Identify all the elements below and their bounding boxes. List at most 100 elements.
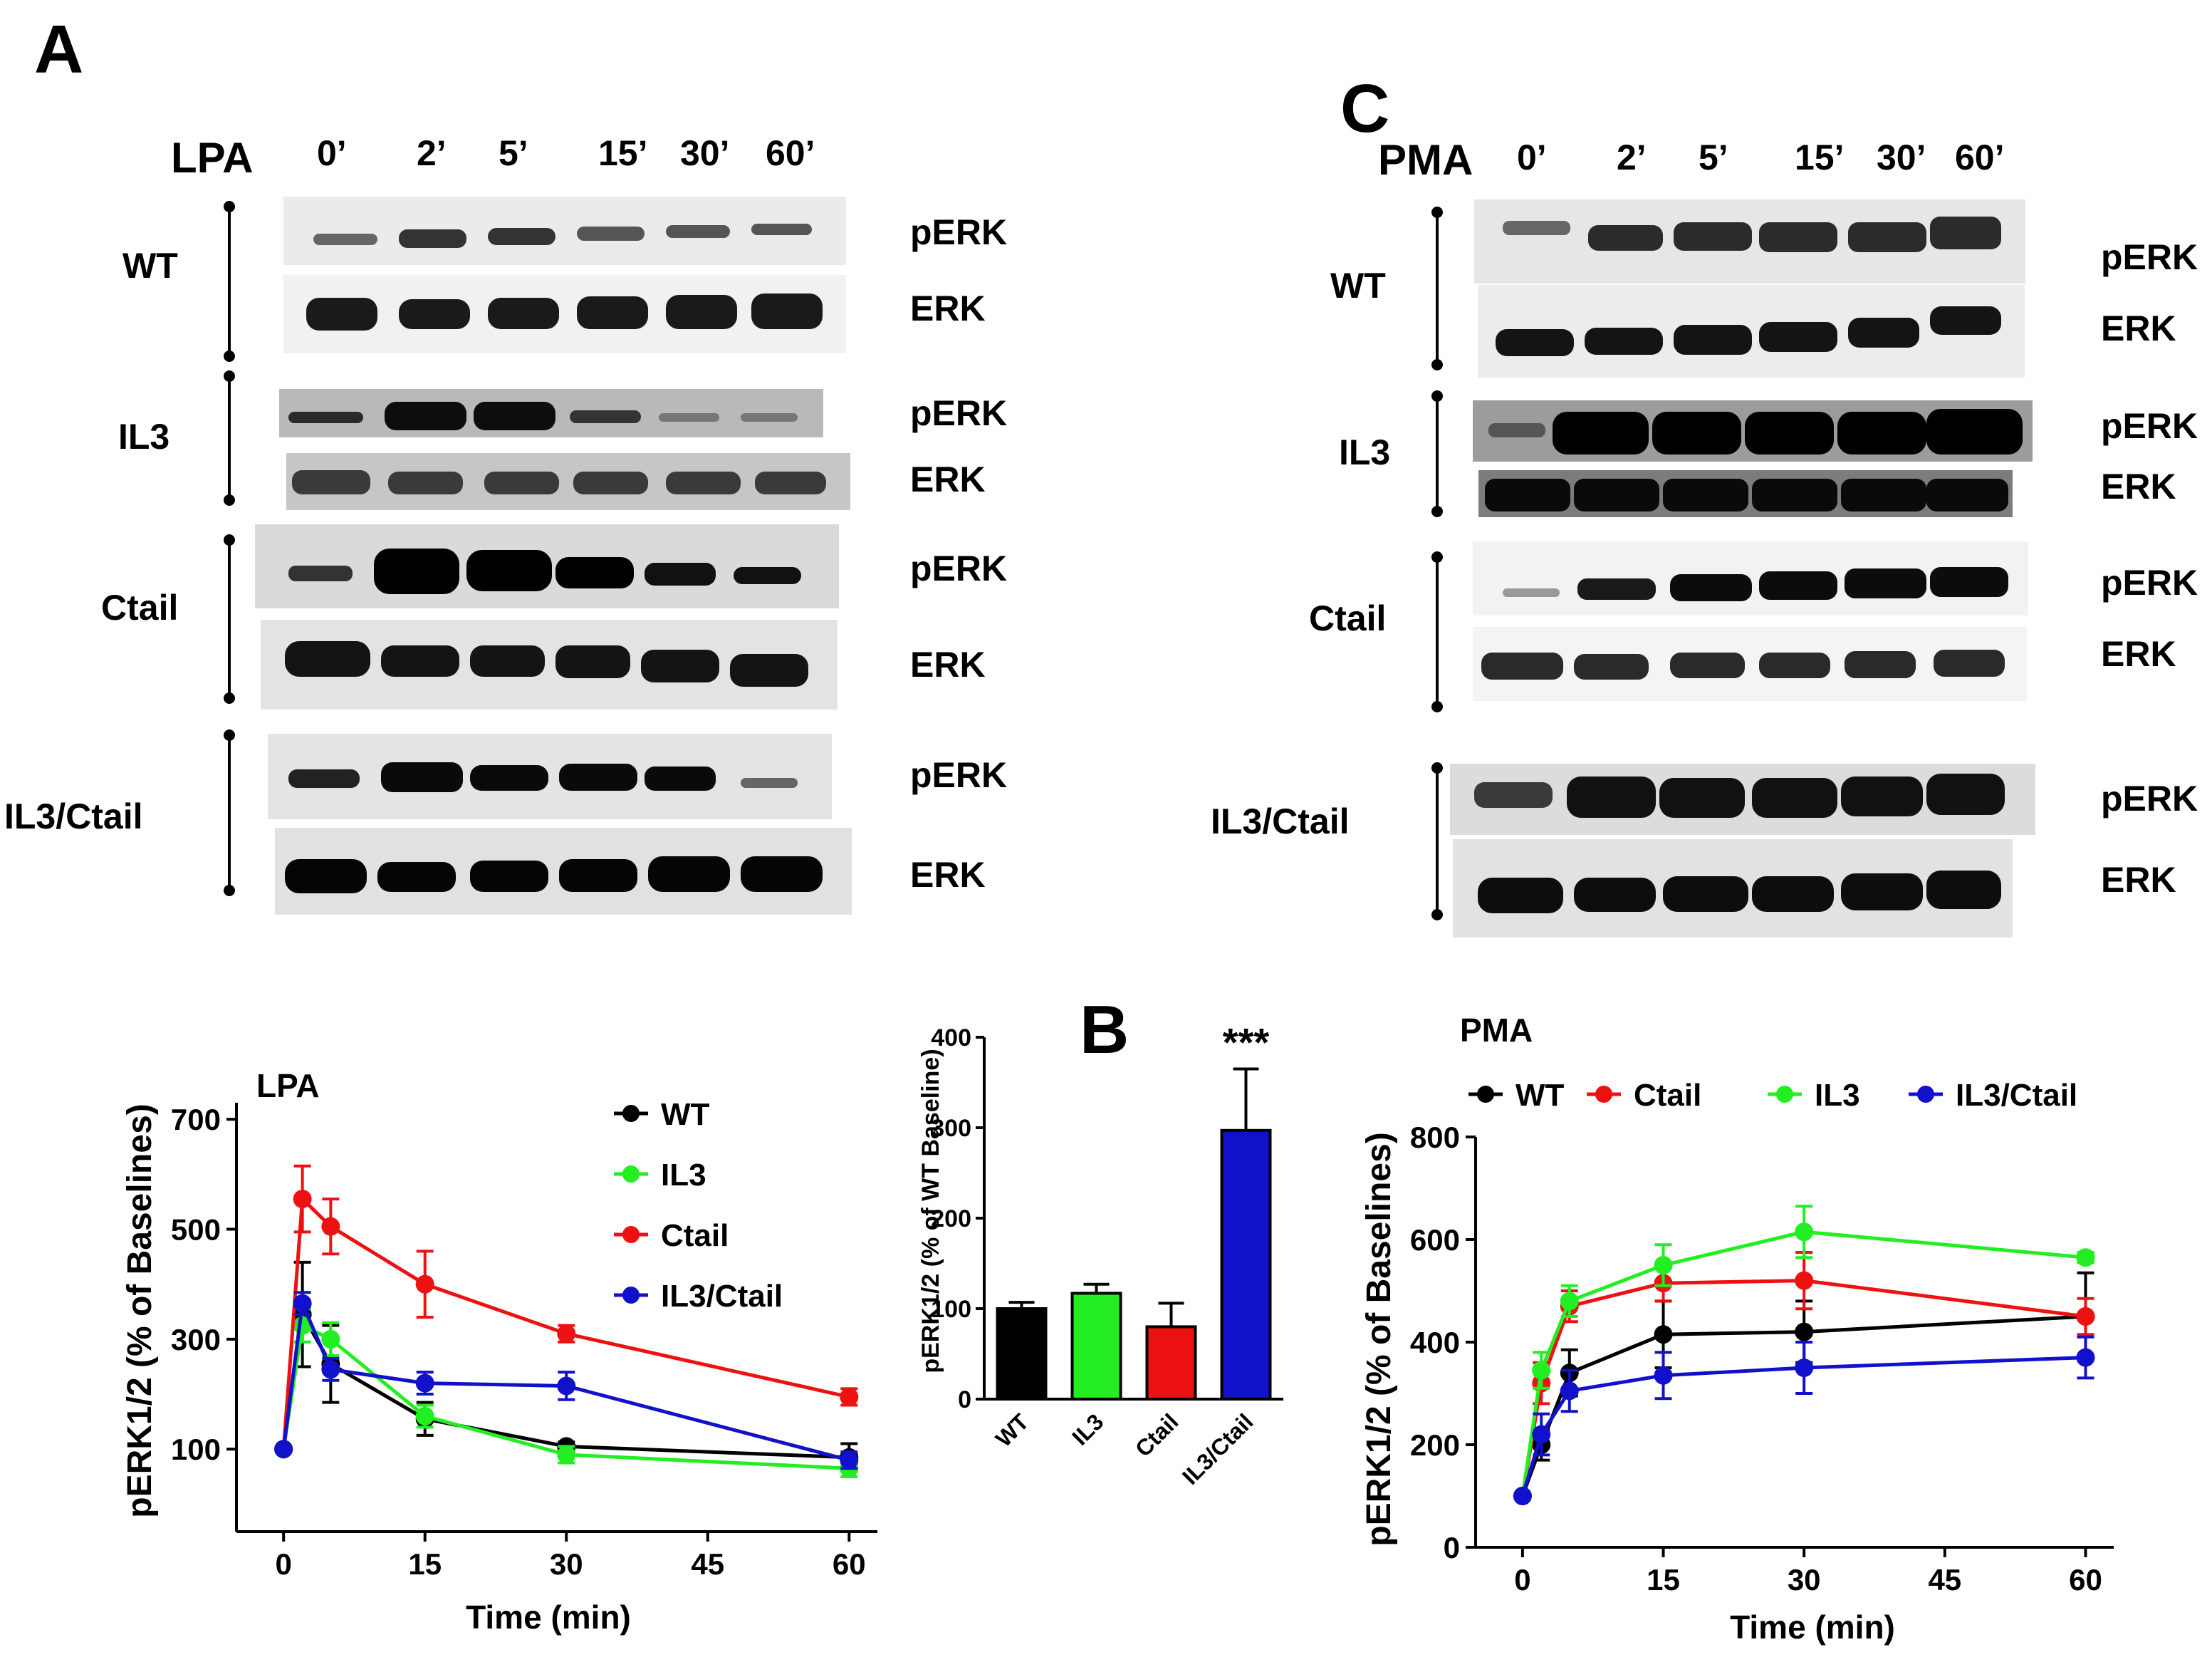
chart-pma-x-tick-label: 30: [1788, 1563, 1821, 1596]
chart-bar-il3-category-label: IL3: [1067, 1408, 1108, 1450]
blot-lpa-il3-perk: pERK: [910, 393, 1007, 433]
blot-pma-group-wt: WT: [1330, 266, 1386, 306]
chart-pma-y-tick-label: 800: [1410, 1121, 1460, 1154]
blot-pma-time-15: 15’: [1795, 137, 1845, 177]
chart-lpa-x-tick-label: 15: [408, 1547, 442, 1581]
chart-pma-ctail-point: [1795, 1271, 1814, 1290]
chart-pma-ylabel: pERK1/2 (% of Baselines): [1360, 1132, 1398, 1546]
chart-pma-wt-point: [1795, 1322, 1814, 1341]
chart-lpa-il3-ctail-point: [321, 1360, 340, 1379]
blot-pma-time-0: 0’: [1517, 137, 1547, 177]
chart-lpa-x-tick-label: 30: [550, 1547, 583, 1581]
chart-pma-y-tick-label: 200: [1410, 1428, 1460, 1462]
chart-lpa-marks: 100 300 500 700 0 15 30 45 60 WT IL3 Ctail IL3/Ctail: [171, 1097, 877, 1581]
chart-lpa-legend-wt-label: WT: [661, 1097, 710, 1132]
chart-pma-il3-point: [2076, 1248, 2095, 1267]
blot-pma-il3-perk: pERK: [2101, 406, 2198, 446]
blot-lpa-group-il3ctail: IL3/Ctail: [4, 796, 142, 836]
blot-pma-group-il3ctail: IL3/Ctail: [1211, 801, 1349, 841]
blot-lpa-group-ctail: Ctail: [101, 588, 178, 628]
chart-pma-il3-line: [1520, 1230, 2086, 1497]
blot-pma-treatment: PMA: [1378, 136, 1473, 184]
blot-pma-il3ctail-erk: ERK: [2101, 860, 2176, 900]
blot-pma-group-il3: IL3: [1339, 432, 1390, 472]
chart-pma-il3-ctail-point: [1795, 1359, 1814, 1377]
chart-bar-il3-ctail-category-label: IL3/Ctail: [1177, 1408, 1258, 1489]
chart-bar-y-tick-label: 400: [931, 1024, 971, 1051]
chart-lpa-ylabel: pERK1/2 (% of Baselines): [121, 1103, 159, 1517]
chart-lpa-ctail-point: [557, 1324, 576, 1344]
chart-lpa-legend-wt-swatch: [622, 1105, 640, 1122]
chart-pma-x-tick-label: 60: [2069, 1563, 2102, 1596]
chart-lpa: LPA Time (min) pERK1/2 (% of Baselines) …: [121, 1067, 877, 1636]
blot-lpa-ctail-perk: pERK: [910, 549, 1007, 588]
chart-pma-il3-point: [1795, 1222, 1814, 1242]
chart-lpa-il3-point: [415, 1406, 434, 1425]
chart-pma-il3-point: [1654, 1256, 1673, 1274]
chart-pma-legend-ctail-swatch: [1595, 1086, 1612, 1103]
chart-lpa-x-tick-label: 0: [275, 1547, 291, 1581]
chart-pma-legend-wt-label: WT: [1515, 1078, 1565, 1113]
blot-pma-time-60: 60’: [1955, 137, 2005, 177]
blot-lpa-time-2: 2’: [417, 133, 447, 173]
blot-lpa-group-wt: WT: [122, 246, 178, 286]
chart-bar-wt-category-label: WT: [991, 1408, 1034, 1452]
chart-lpa-ctail-line: [281, 1195, 850, 1450]
chart-lpa-ctail-point: [321, 1217, 340, 1236]
chart-pma-legend-ctail-label: Ctail: [1634, 1078, 1701, 1113]
blot-lpa: LPA 0’ 2’ 5’ 15’ 30’ 60’ WT IL3 Ctail IL…: [4, 133, 1007, 915]
chart-pma-marks: 0 200 400 600 800 0 15 30 45 60 WT Ctail IL3 IL3/Ctai…: [1410, 1078, 2114, 1596]
chart-pma-il3-ctail-point: [2076, 1348, 2095, 1367]
blot-pma-group-ctail: Ctail: [1309, 598, 1386, 638]
blot-lpa-treatment: LPA: [171, 134, 254, 182]
chart-bar: pERK1/2 (% of WT Baseline) 0 100 200 300 400…: [917, 1019, 1283, 1490]
chart-pma-title: PMA: [1460, 1012, 1533, 1049]
blot-pma-time-5: 5’: [1699, 137, 1728, 177]
chart-pma-xlabel: Time (min): [1730, 1609, 1895, 1646]
chart-pma-legend-il3-swatch: [1776, 1086, 1793, 1103]
chart-bar-ctail-bar: [1145, 1325, 1197, 1401]
chart-lpa-il3-point: [321, 1329, 340, 1349]
blot-lpa-time-15: 15’: [598, 133, 648, 173]
blot-pma: PMA 0’ 2’ 5’ 15’ 30’ 60’ WT IL3 Ctail IL…: [1211, 136, 2198, 937]
chart-lpa-ctail-point: [840, 1387, 859, 1406]
chart-lpa-x-tick-label: 60: [833, 1547, 866, 1581]
chart-lpa-y-tick-label: 500: [171, 1213, 221, 1247]
chart-lpa-legend-il3-ctail-swatch: [622, 1287, 640, 1304]
blot-lpa-time-5: 5’: [499, 133, 528, 173]
chart-lpa-y-tick-label: 700: [171, 1103, 221, 1136]
chart-lpa-xlabel: Time (min): [466, 1599, 631, 1636]
blot-lpa-time-30: 30’: [680, 133, 730, 173]
chart-pma-y-tick-label: 600: [1410, 1223, 1460, 1257]
chart-lpa-ctail-point: [415, 1274, 434, 1294]
chart-bar-y-tick-label: 0: [958, 1386, 971, 1413]
blot-pma-il3-erk: ERK: [2101, 467, 2176, 507]
chart-bar-wt-bar: [996, 1307, 1048, 1401]
panel-label-a: A: [34, 11, 83, 88]
chart-pma-il3-ctail-point: [1560, 1381, 1579, 1401]
chart-pma-il3-point: [1560, 1292, 1579, 1311]
chart-lpa-il3-ctail-point: [415, 1373, 434, 1393]
panel-label-c: C: [1340, 71, 1389, 147]
chart-lpa-legend-ctail-label: Ctail: [661, 1218, 729, 1253]
blot-pma-wt-perk: pERK: [2101, 237, 2198, 277]
chart-bar-y-tick-label: 300: [931, 1115, 971, 1142]
blot-lpa-il3ctail-perk: pERK: [910, 755, 1007, 795]
blot-pma-strips: [1450, 199, 2035, 937]
chart-pma-y-tick-label: 400: [1410, 1326, 1460, 1359]
blot-pma-time-2: 2’: [1617, 137, 1647, 177]
chart-pma-legend-il3-label: IL3: [1815, 1078, 1860, 1113]
chart-lpa-il3-ctail-point: [557, 1376, 576, 1396]
chart-lpa-il3-ctail-point: [840, 1450, 859, 1470]
blot-lpa-wt-erk: ERK: [910, 289, 986, 328]
blot-lpa-time-0: 0’: [317, 133, 347, 173]
chart-bar-y-tick-label: 200: [931, 1205, 971, 1232]
chart-pma-legend-il3-ctail-label: IL3/Ctail: [1956, 1078, 2077, 1113]
blot-lpa-strips: [255, 197, 852, 915]
chart-pma-il3-point: [1532, 1361, 1551, 1380]
chart-bar-il3-bar: [1070, 1292, 1122, 1401]
chart-bar-il3-ctail-bar: [1220, 1128, 1272, 1401]
blot-lpa-wt-perk: pERK: [910, 212, 1007, 252]
